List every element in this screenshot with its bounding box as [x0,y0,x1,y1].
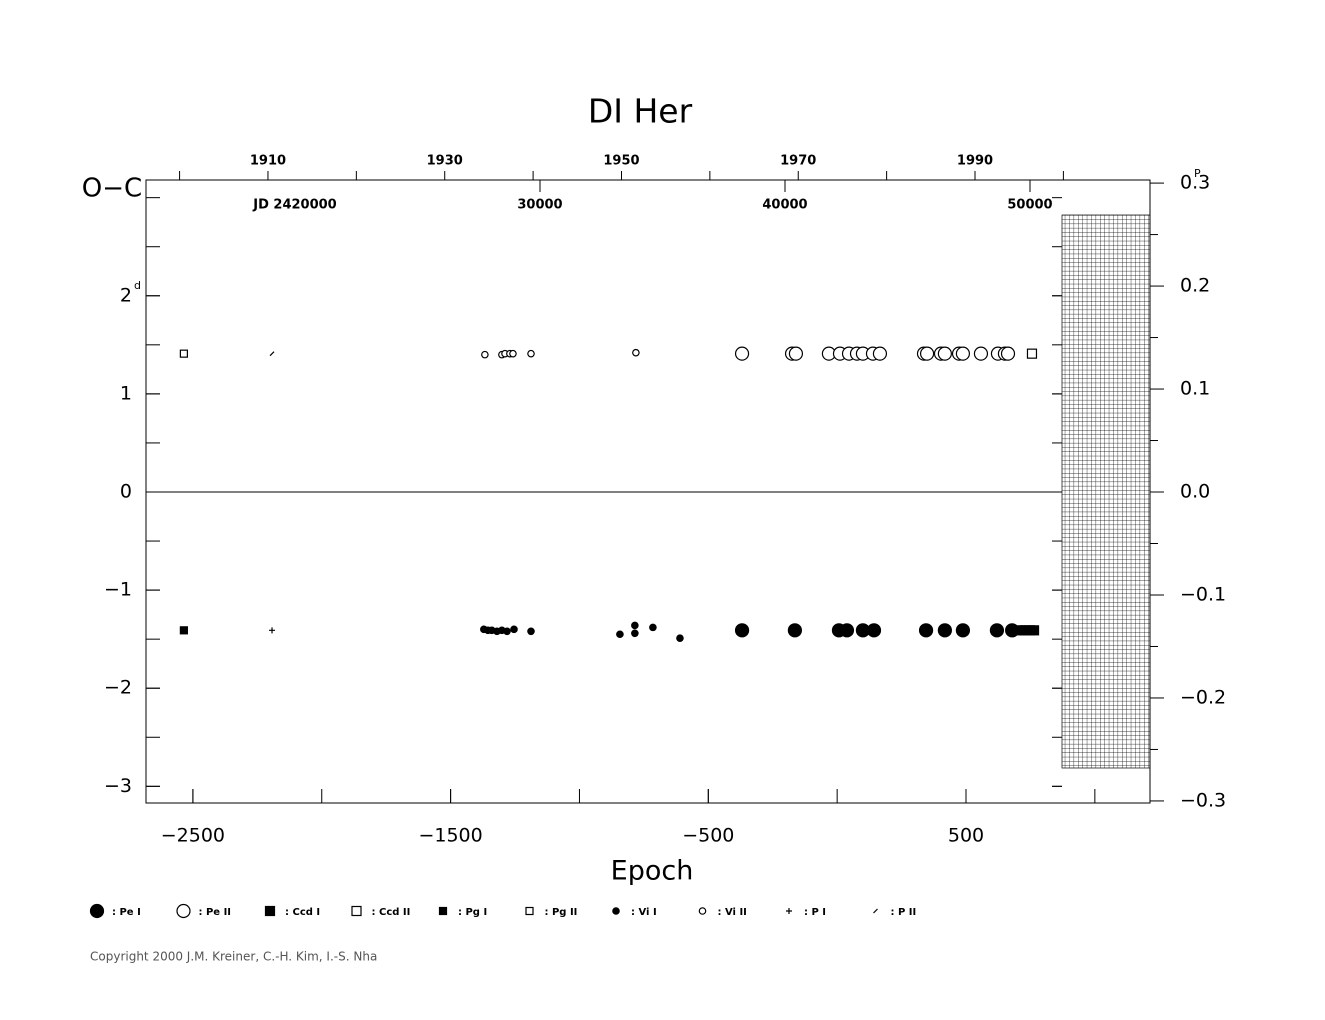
point [734,346,750,361]
point [525,906,534,916]
x-tick-label: 500 [948,825,984,847]
year-tick-label: 1950 [603,154,639,169]
jd-tick-label: 50000 [1007,198,1052,213]
y-tick-label: 2 [120,284,132,306]
point [649,623,657,632]
year-tick-label: 1910 [250,154,286,169]
legend-label: : Pe I [112,907,141,918]
y-tick-label: 1 [120,382,132,404]
point [937,346,952,361]
point [788,346,804,361]
y-tick-label: −2 [104,677,132,699]
point [873,908,878,914]
year-tick-label: 1930 [427,154,463,169]
y2-tick-label: 0.1 [1180,378,1210,400]
point [510,625,518,634]
y2-tick-label: 0.2 [1180,275,1210,297]
point [269,351,275,357]
y2-tick-label: 0.3 [1180,172,1210,194]
point [612,907,620,915]
year-tick-label: 1990 [957,154,993,169]
point [1026,348,1038,359]
legend-label: : Vi I [631,907,657,918]
point [481,350,489,359]
point [351,905,362,917]
jd-tick-label: 40000 [762,198,807,213]
y2-tick-label: 0.0 [1180,481,1210,503]
point [973,346,989,361]
point [676,634,684,642]
point [89,903,105,919]
x-tick-label: −1500 [418,825,482,847]
y-tick-label: −3 [104,775,132,797]
legend-label: : Ccd II [372,907,411,918]
y2-tick-label: −0.3 [1180,789,1226,811]
point [509,349,517,358]
point [919,346,935,361]
y2-tick-label: −0.2 [1180,686,1226,708]
point [269,627,276,634]
point [616,630,624,639]
point [955,623,971,638]
y2-unit: P [1194,167,1201,180]
y-unit: d [134,279,141,292]
point [1028,625,1040,636]
point [955,346,971,361]
legend-label: : P I [804,907,826,918]
point [937,623,952,638]
y2-tick-label: −0.1 [1180,583,1226,605]
x-axis-label: Epoch [611,856,694,887]
point [872,346,888,361]
point [734,623,750,638]
copyright: Copyright 2000 J.M. Kreiner, C.-H. Kim, … [90,950,377,964]
y-axis-label: O−C [82,174,142,204]
point [179,626,188,635]
chart-title: DI Her [588,92,693,131]
year-tick-label: 1970 [780,154,816,169]
point [1000,346,1016,361]
x-tick-label: −500 [682,825,734,847]
jd-tick-label: JD 2420000 [252,198,336,213]
point [179,349,188,358]
y-tick-label: 0 [120,480,132,502]
legend-label: : Pg I [458,907,487,918]
point [989,623,1005,638]
point [264,905,276,917]
legend-label: : Pe II [199,907,232,918]
legend-label: : Vi II [718,907,747,918]
point [527,349,535,358]
jd-tick-label: 30000 [517,198,562,213]
point [918,623,934,638]
y-tick-label: −1 [104,579,132,601]
point [698,907,707,915]
prediction-grid [1061,214,1151,769]
point [866,623,882,638]
point [527,627,535,636]
point [631,621,639,630]
point [786,908,792,914]
point [438,906,448,916]
legend-label: : Pg II [545,907,578,918]
x-tick-label: −2500 [161,825,225,847]
legend-label: : P II [891,907,917,918]
point [632,348,640,357]
point [176,903,191,919]
point [631,629,639,638]
point [787,623,802,638]
point [839,623,855,638]
legend-label: : Ccd I [285,907,320,918]
point [503,627,511,636]
